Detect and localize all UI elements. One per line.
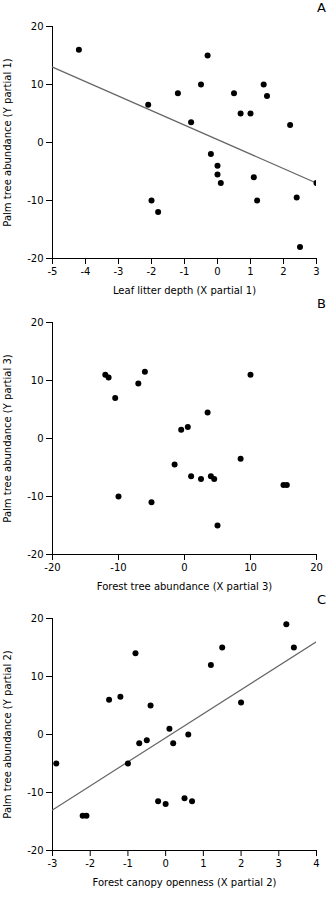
svg-text:-4: -4: [81, 266, 91, 277]
svg-text:2: 2: [280, 266, 286, 277]
svg-text:20: 20: [31, 21, 44, 32]
svg-text:1: 1: [247, 266, 253, 277]
svg-text:-3: -3: [48, 858, 58, 869]
svg-text:0: 0: [37, 433, 43, 444]
svg-text:20: 20: [310, 562, 323, 573]
svg-text:4: 4: [313, 858, 319, 869]
svg-text:Palm tree abundance (Y partial: Palm tree abundance (Y partial 2): [2, 650, 13, 818]
svg-text:10: 10: [31, 79, 44, 90]
svg-text:20: 20: [31, 317, 44, 328]
svg-text:0: 0: [214, 266, 220, 277]
svg-text:-20: -20: [27, 549, 43, 560]
svg-text:0: 0: [162, 858, 168, 869]
svg-text:-1: -1: [180, 266, 190, 277]
svg-text:-2: -2: [147, 266, 157, 277]
svg-text:-3: -3: [114, 266, 124, 277]
svg-text:Palm tree abundance (Y partial: Palm tree abundance (Y partial 1): [2, 58, 13, 226]
html-text:C: C: [316, 592, 326, 607]
svg-text:-10: -10: [27, 787, 43, 798]
svg-text:-10: -10: [110, 562, 126, 573]
svg-text:Leaf litter depth (X partial 1: Leaf litter depth (X partial 1): [113, 285, 256, 296]
svg-text:-5: -5: [48, 266, 58, 277]
html-text:A: A: [317, 0, 326, 15]
svg-text:Palm tree abundance (Y partial: Palm tree abundance (Y partial 3): [2, 354, 13, 522]
svg-text:-20: -20: [27, 845, 43, 856]
svg-text:-2: -2: [85, 858, 95, 869]
svg-text:Forest tree abundance (X parti: Forest tree abundance (X partial 3): [97, 581, 273, 592]
svg-text:2: 2: [238, 858, 244, 869]
svg-text:10: 10: [31, 375, 44, 386]
svg-text:-1: -1: [123, 858, 133, 869]
svg-text:10: 10: [244, 562, 257, 573]
svg-text:3: 3: [276, 858, 282, 869]
svg-text:-20: -20: [44, 562, 60, 573]
svg-text:3: 3: [313, 266, 319, 277]
html-text:B: B: [317, 296, 326, 311]
svg-text:1: 1: [200, 858, 206, 869]
svg-text:20: 20: [31, 613, 44, 624]
svg-text:-20: -20: [27, 253, 43, 264]
svg-text:10: 10: [31, 671, 44, 682]
svg-text:0: 0: [37, 137, 43, 148]
svg-text:0: 0: [37, 729, 43, 740]
svg-text:-10: -10: [27, 195, 43, 206]
svg-text:Forest canopy openness (X part: Forest canopy openness (X partial 2): [92, 877, 276, 888]
svg-text:0: 0: [181, 562, 187, 573]
svg-text:-10: -10: [27, 491, 43, 502]
